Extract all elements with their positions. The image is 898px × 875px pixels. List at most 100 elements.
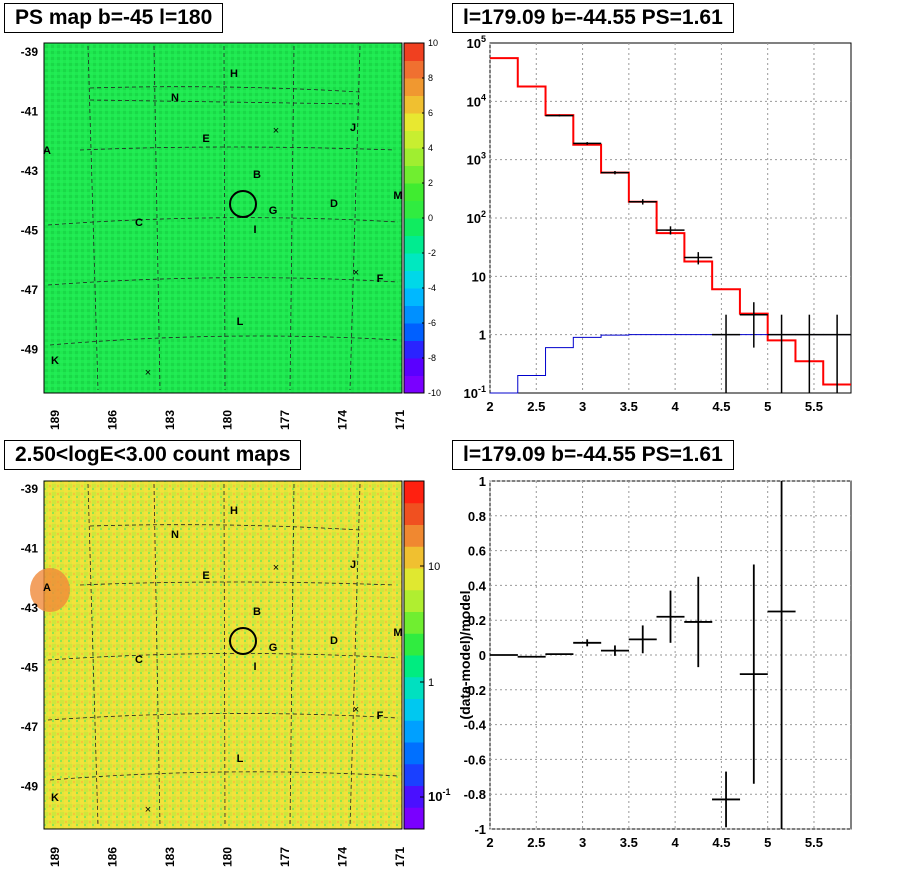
colorbar-tick-label: -10 [428, 388, 441, 398]
residual-title: l=179.09 b=-44.55 PS=1.61 [452, 440, 734, 470]
ps-lon-tick: 189 [48, 410, 62, 430]
count-map-title: 2.50<logE<3.00 count maps [4, 440, 302, 470]
spectrum-x-tick: 5.5 [805, 399, 823, 414]
cm-lon-tick: 171 [393, 847, 407, 867]
ps-lon-tick: 174 [336, 410, 350, 430]
residual-y-tick: 0 [479, 648, 486, 663]
residual-ylabel: (data-model)/model [457, 590, 473, 719]
spectrum-y-tick: 103 [467, 151, 486, 168]
cm-lon-tick: 186 [106, 847, 120, 867]
colorbar-swatch [404, 633, 424, 656]
colorbar-swatch [404, 113, 424, 131]
colorbar-swatch [404, 611, 424, 634]
ps-lon-tick: 171 [393, 410, 407, 430]
cm-source-label-F: F [377, 710, 384, 722]
colorbar-swatch [404, 568, 424, 591]
cm-lat-tick: -39 [21, 482, 39, 496]
colorbar-swatch [404, 43, 424, 61]
residual-x-tick: 4.5 [712, 835, 730, 850]
colorbar-tick-label: 10-1 [428, 787, 450, 804]
ps-lat-tick: -45 [21, 224, 39, 238]
cm-source-label-J: J [350, 559, 356, 571]
ps-source-label-D: D [330, 198, 338, 210]
ps-source-label-B: B [253, 169, 261, 181]
ps-lon-tick: 180 [221, 410, 235, 430]
colorbar-swatch [404, 655, 424, 678]
colorbar-tick-label: -4 [428, 283, 436, 293]
colorbar-swatch [404, 200, 424, 219]
cm-source-label-L: L [237, 753, 244, 765]
colorbar-swatch [404, 375, 424, 394]
residual-x-tick: 3.5 [620, 835, 638, 850]
residual-y-tick: 0.2 [468, 613, 486, 628]
colorbar-swatch [404, 165, 424, 184]
colorbar-tick-label: 2 [428, 178, 433, 188]
spectrum-y-tick: 10 [472, 269, 486, 284]
cm-source-label-I: I [253, 661, 256, 673]
residual-y-tick: 0.6 [468, 544, 486, 559]
ps-lat-tick: -49 [21, 343, 39, 357]
cm-source-label-H: H [230, 505, 238, 517]
colorbar-swatch [404, 130, 424, 149]
cm-source-cross: × [353, 704, 359, 716]
cm-lat-tick: -43 [21, 601, 39, 615]
cm-source-label-B: B [253, 606, 261, 618]
ps-target-circle [229, 190, 257, 218]
cm-source-label-G: G [269, 642, 278, 654]
spectrum-x-tick: 2 [486, 399, 493, 414]
cm-source-label-A: A [43, 582, 51, 594]
ps-lon-tick: 186 [106, 410, 120, 430]
colorbar-swatch [404, 60, 424, 79]
colorbar-tick-label: -2 [428, 248, 436, 258]
ps-source-label-L: L [237, 316, 244, 328]
ps-source-label-I: I [253, 224, 256, 236]
residual-y-tick: -0.2 [464, 683, 486, 698]
ps-source-label-H: H [230, 68, 238, 80]
colorbar-tick-label: 10 [428, 38, 438, 48]
residual-x-tick: 3 [579, 835, 586, 850]
count-map-colorbar: 10-1 1 10 [403, 480, 450, 830]
cm-source-label-D: D [330, 635, 338, 647]
colorbar-border [403, 42, 425, 394]
colorbar-tick-label: 0 [428, 213, 433, 223]
colorbar-swatch [404, 589, 424, 612]
spectrum-y-tick: 104 [467, 92, 486, 109]
cm-source-label-E: E [202, 570, 209, 582]
residual-x-tick: 4 [672, 835, 680, 850]
ps-source-label-M: M [393, 190, 402, 202]
colorbar-swatch [404, 218, 424, 236]
spectrum-y-tick: 102 [467, 209, 486, 226]
spectrum-panel: 2 2.5 3 3.5 4 4.5 5 5.5 10-1 1 10 102 103 104 105 [464, 34, 852, 414]
colorbar-swatch [404, 305, 424, 324]
spectrum-y-tick: 10-1 [464, 384, 486, 401]
colorbar-tick-label: 6 [428, 108, 433, 118]
count-map-panel: 10-1 1 10 -39 -41 -43 -45 -47 -49 189 186 183 180 17… [21, 480, 450, 867]
spectrum-x-tick: 4.5 [712, 399, 730, 414]
ps-source-label-F: F [377, 273, 384, 285]
colorbar-swatch [404, 288, 424, 306]
colorbar-tick-label: -8 [428, 353, 436, 363]
count-map-area [43, 480, 403, 830]
colorbar-swatch [404, 502, 424, 525]
ps-source-cross: × [273, 125, 279, 137]
cm-lon-tick: 180 [221, 847, 235, 867]
ps-source-label-J: J [350, 122, 356, 134]
colorbar-swatch [404, 148, 424, 166]
colorbar-swatch [404, 95, 424, 114]
ps-map-grid [47, 45, 399, 391]
cm-lat-tick: -45 [21, 661, 39, 675]
cm-lon-tick: 189 [48, 847, 62, 867]
colorbar-swatch [404, 340, 424, 359]
spectrum-x-tick: 3.5 [620, 399, 638, 414]
colorbar-swatch [404, 742, 424, 765]
ps-lat-tick: -41 [21, 105, 39, 119]
colorbar-swatch [404, 546, 424, 569]
colorbar-tick-label: -6 [428, 318, 436, 328]
colorbar-swatch [404, 358, 424, 376]
colorbar-border [403, 480, 425, 830]
colorbar-swatch [404, 785, 424, 808]
residual-y-tick: 1 [479, 474, 486, 489]
cm-source-label-K: K [51, 792, 59, 804]
spectrum-title: l=179.09 b=-44.55 PS=1.61 [452, 3, 734, 33]
